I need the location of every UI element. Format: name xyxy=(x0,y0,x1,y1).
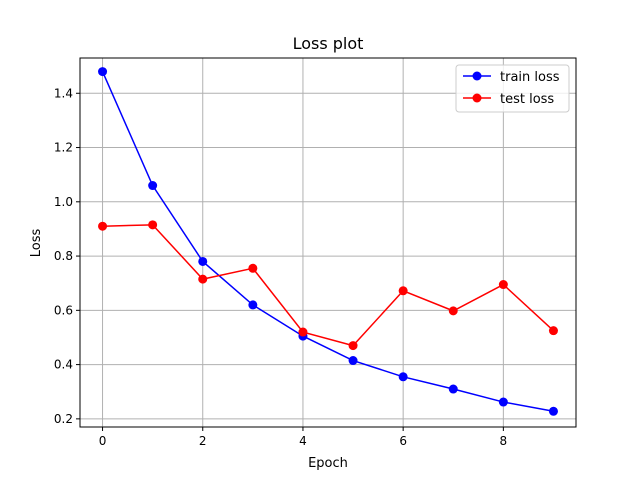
data-point-train-loss xyxy=(398,372,408,382)
data-point-train-loss xyxy=(498,397,508,407)
data-point-test-loss xyxy=(198,274,208,284)
data-point-test-loss xyxy=(448,306,458,316)
data-point-train-loss xyxy=(548,406,558,416)
legend-label-train-loss: train loss xyxy=(500,70,560,85)
x-tick-label: 8 xyxy=(500,434,508,448)
legend-marker-train-loss xyxy=(472,71,482,81)
y-axis-label: Loss xyxy=(29,229,44,258)
data-point-train-loss xyxy=(248,300,258,310)
y-tick-label: 1.0 xyxy=(54,195,73,209)
data-point-test-loss xyxy=(498,280,508,290)
series-layer xyxy=(98,67,558,416)
data-point-test-loss xyxy=(98,221,108,231)
data-point-test-loss xyxy=(298,327,308,337)
y-tick-label: 1.4 xyxy=(54,86,73,100)
plot-frame xyxy=(79,57,577,428)
data-point-train-loss xyxy=(198,256,208,266)
y-tick-label: 0.2 xyxy=(54,412,73,426)
series-line-test-loss xyxy=(102,224,554,347)
y-tick-label: 0.4 xyxy=(54,358,73,372)
data-point-test-loss xyxy=(548,326,558,336)
chart-title: Loss plot xyxy=(293,34,364,53)
data-point-test-loss xyxy=(248,263,258,273)
data-point-train-loss xyxy=(98,67,108,77)
x-axis-label: Epoch xyxy=(308,456,348,471)
x-tick-label: 4 xyxy=(299,434,307,448)
legend-marker-test-loss xyxy=(472,93,482,103)
tick-layer: 0 2 4 6 8 0.2 0.4 0.6 0.8 1.0 1.2 1.4 xyxy=(54,86,507,448)
y-tick-label: 0.8 xyxy=(54,249,73,263)
series-line-train-loss xyxy=(101,71,554,412)
y-tick-label: 0.6 xyxy=(54,303,73,317)
data-point-train-loss xyxy=(148,181,158,191)
data-point-test-loss xyxy=(348,341,358,351)
data-point-test-loss xyxy=(148,220,158,230)
x-tick-label: 0 xyxy=(99,434,107,448)
data-point-train-loss xyxy=(448,384,458,394)
data-point-train-loss xyxy=(348,356,358,366)
legend-label-test-loss: test loss xyxy=(500,92,554,107)
grid-layer xyxy=(80,58,576,427)
legend: train loss test loss xyxy=(455,64,570,113)
x-tick-label: 6 xyxy=(399,434,407,448)
y-tick-label: 1.2 xyxy=(54,141,73,155)
x-tick-label: 2 xyxy=(199,434,207,448)
data-point-test-loss xyxy=(398,286,408,296)
